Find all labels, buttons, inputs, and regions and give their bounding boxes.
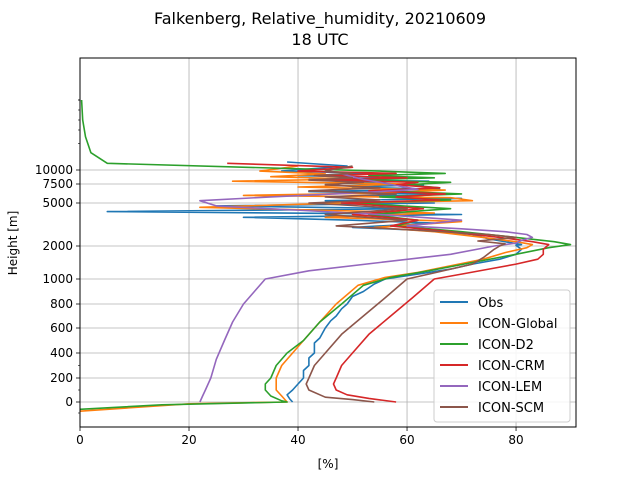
y-axis-label: Height [m] — [6, 211, 20, 276]
series-line-icon-d2 — [79, 99, 572, 411]
legend: Obs ICON-Global ICON-D2 ICON-CRM ICON-LEM ICO… — [433, 289, 571, 423]
legend-label: ICON-LEM — [478, 380, 542, 395]
chart-title-line1: Falkenberg, Relative_humidity, 20210609 — [154, 9, 486, 29]
y-tick-label: 200 — [50, 371, 73, 385]
y-tick-label: 800 — [50, 297, 73, 311]
y-tick-label: 600 — [50, 321, 73, 335]
series-line-icon-scm — [305, 165, 517, 403]
y-tick-label: 10000 — [35, 163, 73, 177]
x-axis-label: [%] — [318, 457, 339, 471]
x-tick-label: 80 — [508, 433, 523, 447]
legend-label: Obs — [478, 296, 503, 311]
legend-label: ICON-CRM — [478, 359, 545, 374]
y-tick-label: 1000 — [42, 272, 73, 286]
chart-title-line2: 18 UTC — [291, 30, 348, 49]
series-layer — [79, 99, 572, 412]
legend-label: ICON-Global — [478, 317, 558, 332]
y-tick-label: 0 — [65, 395, 73, 409]
y-tick-label: 5000 — [42, 196, 73, 210]
series-line-icon-crm — [227, 162, 550, 403]
x-tick-label: 0 — [76, 433, 84, 447]
legend-label: ICON-SCM — [478, 401, 544, 416]
y-tick-label: 7500 — [42, 177, 73, 191]
y-tick-label: 2000 — [42, 239, 73, 253]
x-tick-label: 60 — [399, 433, 414, 447]
x-axis: 0 20 40 60 80 — [76, 427, 524, 447]
plot-frame — [79, 57, 577, 428]
x-tick-label: 20 — [181, 433, 196, 447]
legend-label: ICON-D2 — [478, 338, 534, 353]
y-tick-label: 400 — [50, 346, 73, 360]
series-line-icon-lem — [199, 173, 534, 403]
x-tick-label: 40 — [290, 433, 305, 447]
